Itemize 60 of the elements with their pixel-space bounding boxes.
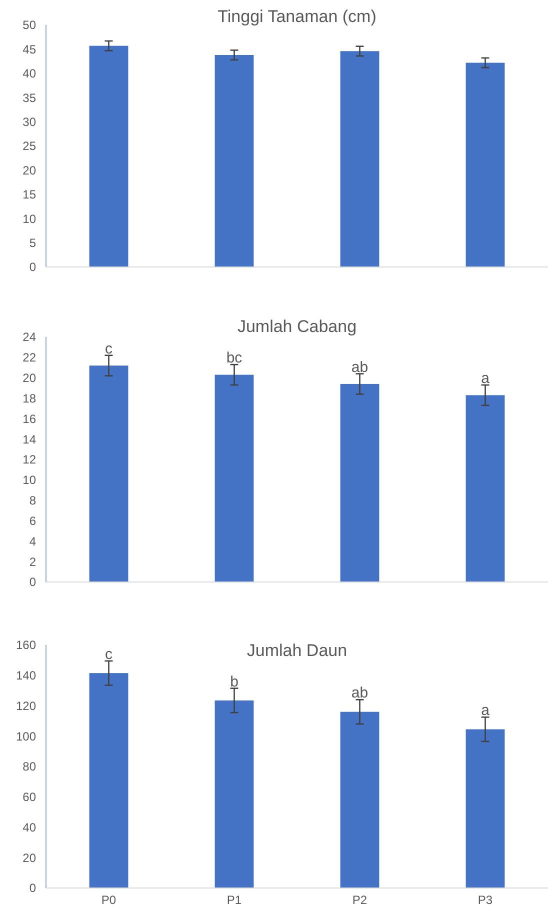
annotation: a: [481, 370, 490, 387]
y-tick-label: 160: [16, 638, 36, 652]
annotation: b: [230, 673, 238, 690]
y-tick-label: 100: [16, 729, 36, 744]
annotation: bc: [226, 350, 243, 367]
y-tick-label: 5: [29, 236, 36, 250]
y-tick-label: 18: [22, 391, 36, 406]
bar: [214, 700, 254, 888]
y-tick-label: 14: [22, 432, 36, 446]
chart-title: Jumlah Daun: [246, 641, 348, 660]
y-tick-label: 24: [22, 330, 36, 344]
bar: [89, 673, 128, 888]
bar: [89, 46, 128, 267]
y-tick-label: 12: [22, 452, 36, 467]
bar: [340, 712, 380, 888]
y-tick-label: 50: [22, 18, 36, 32]
y-tick-label: 22: [22, 350, 36, 365]
y-tick-label: 2: [29, 554, 36, 569]
y-tick-label: 20: [22, 850, 36, 865]
x-tick-label: P0: [101, 893, 116, 907]
y-tick-label: 0: [29, 260, 36, 274]
x-tick-label: P1: [226, 893, 242, 907]
y-tick-label: 60: [22, 790, 36, 804]
x-tick-label: P3: [478, 893, 493, 907]
y-tick-label: 16: [22, 412, 36, 426]
bar: [466, 729, 505, 888]
y-tick-label: 0: [29, 881, 36, 896]
annotation: ab: [351, 358, 368, 376]
bar: [340, 51, 380, 267]
y-tick-label: 4: [29, 534, 36, 548]
bar: [466, 395, 505, 582]
x-tick-label: P2: [352, 893, 368, 907]
y-tick-label: 25: [22, 139, 36, 154]
bar: [89, 366, 128, 582]
y-tick-label: 10: [22, 473, 36, 488]
y-tick-label: 40: [22, 820, 36, 834]
y-tick-label: 10: [22, 212, 36, 226]
annotation: c: [105, 340, 113, 358]
chart-title: Tinggi Tanaman (cm): [218, 7, 376, 26]
y-tick-label: 80: [22, 760, 36, 774]
bar: [466, 62, 505, 267]
y-tick-label: 20: [22, 371, 36, 386]
y-tick-label: 20: [22, 163, 36, 178]
y-tick-label: 6: [29, 514, 36, 528]
y-tick-label: 45: [22, 42, 36, 56]
y-tick-label: 0: [29, 575, 36, 590]
y-tick-label: 140: [16, 668, 36, 683]
y-tick-label: 15: [22, 188, 36, 202]
bar: [214, 55, 254, 267]
chart-title: Jumlah Cabang: [237, 317, 357, 336]
y-tick-label: 30: [22, 115, 36, 129]
y-tick-label: 35: [22, 90, 36, 105]
y-tick-label: 120: [16, 698, 36, 713]
bar: [340, 384, 380, 582]
annotation: a: [481, 702, 490, 720]
bar: [214, 374, 254, 582]
annotation: c: [105, 646, 113, 663]
y-tick-label: 8: [29, 494, 36, 508]
y-tick-label: 40: [22, 66, 36, 81]
annotation: ab: [351, 684, 368, 702]
